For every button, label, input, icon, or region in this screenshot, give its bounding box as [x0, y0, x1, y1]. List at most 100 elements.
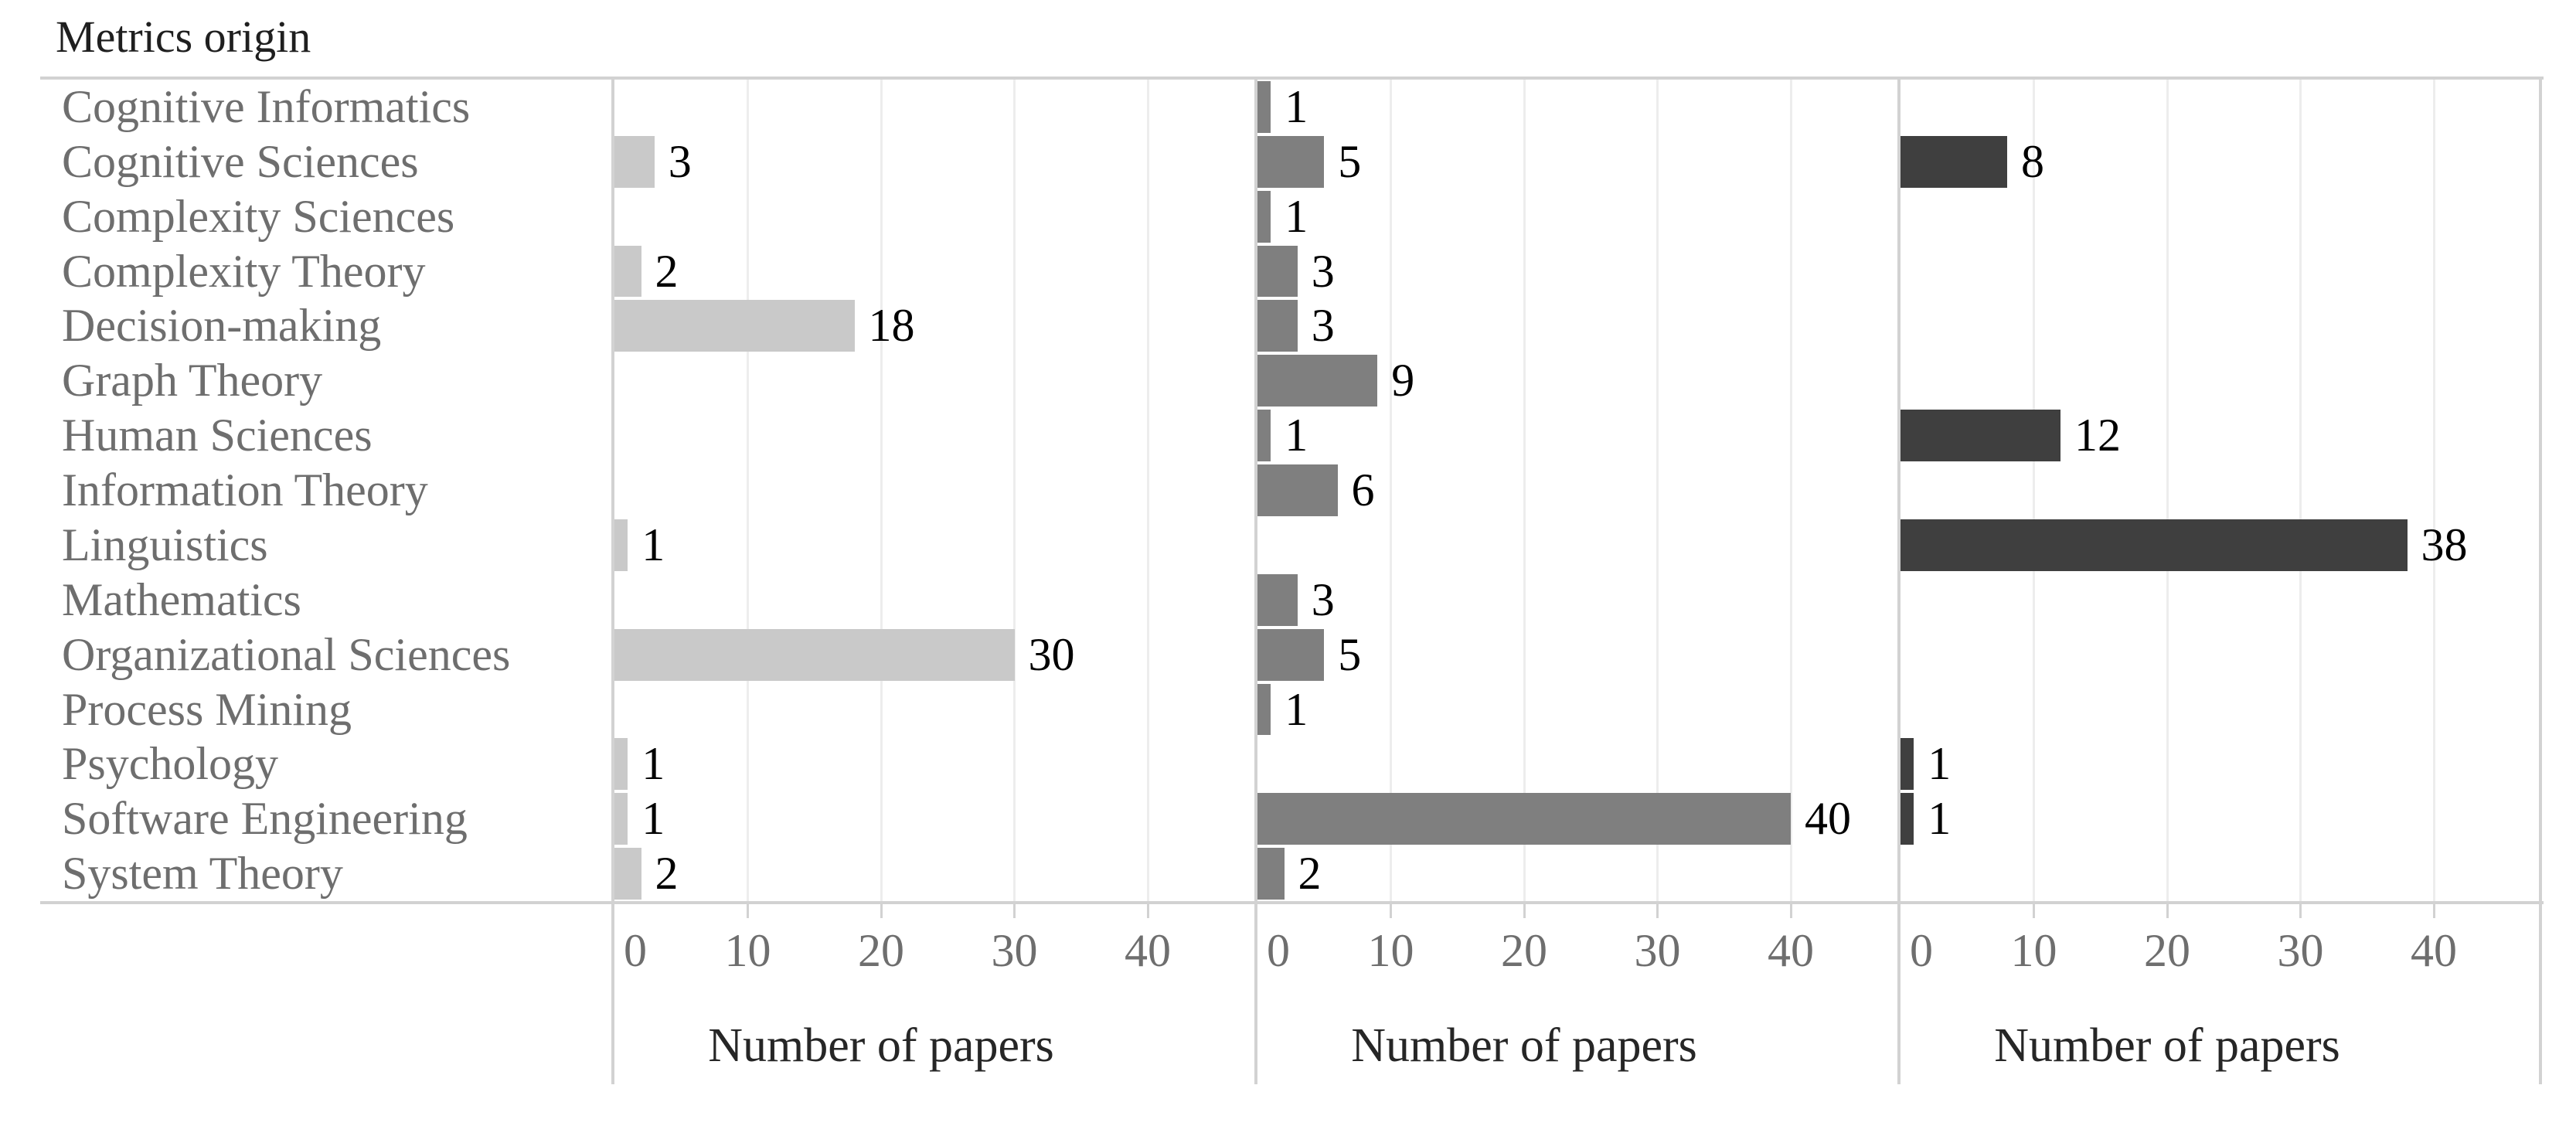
axis-tick-mark	[1523, 901, 1526, 918]
x-axis-tick-label: 10	[2010, 925, 2057, 976]
x-axis-tick-label: 0	[624, 925, 647, 976]
bar	[1257, 135, 1325, 188]
bar	[1257, 81, 1271, 133]
value-label: 1	[1285, 190, 1308, 242]
category-label: Psychology	[62, 738, 279, 790]
x-axis-tick-label: 40	[1125, 925, 1171, 976]
bar	[614, 738, 628, 791]
x-axis-tick-label: 40	[1768, 925, 1814, 976]
x-axis-tick-label: 20	[2144, 925, 2190, 976]
x-axis-tick-label: 0	[1267, 925, 1290, 976]
x-axis-title: Number of papers	[1994, 1019, 2340, 1072]
value-label: 1	[1285, 81, 1308, 132]
value-label: 8	[2021, 135, 2044, 187]
bar	[614, 300, 855, 352]
category-label: Process Mining	[62, 683, 352, 735]
x-axis-tick-label: 0	[1910, 925, 1933, 976]
gridline	[1146, 80, 1149, 901]
gridline	[1789, 80, 1792, 901]
x-axis-tick-label: 30	[1634, 925, 1681, 976]
bar	[614, 135, 655, 188]
axis-tick-mark	[1146, 901, 1149, 918]
panel-border	[611, 80, 614, 1084]
axis-tick-mark	[747, 901, 749, 918]
bar	[1257, 410, 1271, 462]
value-label: 40	[1805, 793, 1851, 845]
category-label: Complexity Sciences	[62, 190, 455, 242]
category-label: Decision-making	[62, 300, 382, 352]
panel-border	[1897, 80, 1901, 1084]
x-axis-tick-label: 10	[724, 925, 771, 976]
panel-border	[1254, 80, 1257, 1084]
x-axis-tick-label: 40	[2411, 925, 2457, 976]
category-label: Linguistics	[62, 519, 268, 570]
bar	[1901, 738, 1914, 791]
gridline	[2033, 80, 2035, 901]
bar	[1257, 464, 1338, 516]
value-label: 18	[868, 300, 915, 352]
bar	[614, 519, 628, 571]
value-label: 9	[1391, 355, 1415, 407]
value-label: 1	[641, 519, 665, 570]
chart-title: Metrics origin	[56, 12, 311, 62]
bar	[1901, 519, 2408, 571]
bar	[1901, 793, 1914, 845]
value-label: 1	[1928, 793, 1952, 845]
bar	[1257, 300, 1298, 352]
axis-tick-mark	[880, 901, 883, 918]
x-axis-title: Number of papers	[1351, 1019, 1697, 1072]
value-label: 1	[1285, 410, 1308, 461]
bar	[1257, 573, 1298, 626]
bar	[1257, 793, 1791, 845]
value-label: 38	[2421, 519, 2468, 570]
value-label: 3	[1311, 573, 1335, 625]
bar	[1257, 848, 1285, 900]
category-label: Human Sciences	[62, 410, 373, 461]
gridline	[880, 80, 883, 901]
value-label: 12	[2074, 410, 2121, 461]
x-axis-tick-label: 20	[858, 925, 904, 976]
x-axis-tick-label: 30	[2277, 925, 2324, 976]
x-axis-line	[40, 901, 2544, 904]
value-label: 3	[1311, 245, 1335, 297]
x-axis-tick-label: 10	[1367, 925, 1414, 976]
category-label: Mathematics	[62, 573, 301, 625]
value-label: 6	[1351, 464, 1375, 516]
gridline	[1523, 80, 1526, 901]
axis-tick-mark	[1656, 901, 1659, 918]
gridline	[1013, 80, 1016, 901]
x-axis-tick-label: 30	[991, 925, 1038, 976]
value-label: 1	[1928, 738, 1952, 790]
value-label: 2	[1298, 848, 1322, 900]
panel-border	[2539, 80, 2542, 1084]
value-label: 5	[1338, 628, 1362, 680]
bar	[614, 848, 641, 900]
category-label: Software Engineering	[62, 793, 468, 845]
value-label: 1	[641, 793, 665, 845]
axis-tick-mark	[2432, 901, 2435, 918]
value-label: 1	[1285, 683, 1308, 735]
bar	[1257, 628, 1325, 681]
gridline	[1390, 80, 1392, 901]
gridline	[2299, 80, 2302, 901]
bar	[614, 245, 641, 298]
x-axis-tick-label: 20	[1501, 925, 1547, 976]
bar	[1257, 355, 1378, 407]
value-label: 30	[1028, 628, 1075, 680]
value-label: 5	[1338, 135, 1362, 187]
bar	[1257, 683, 1271, 736]
bar	[614, 793, 628, 845]
x-axis-title: Number of papers	[708, 1019, 1054, 1072]
bar	[1257, 245, 1298, 298]
axis-tick-mark	[2166, 901, 2169, 918]
value-label: 2	[655, 245, 679, 297]
category-label: Cognitive Informatics	[62, 81, 471, 132]
axis-tick-mark	[1390, 901, 1392, 918]
category-label: Graph Theory	[62, 355, 323, 407]
bar	[614, 628, 1015, 681]
value-label: 1	[641, 738, 665, 790]
gridline	[2432, 80, 2435, 901]
bar	[1901, 410, 2060, 462]
value-label: 3	[668, 135, 692, 187]
